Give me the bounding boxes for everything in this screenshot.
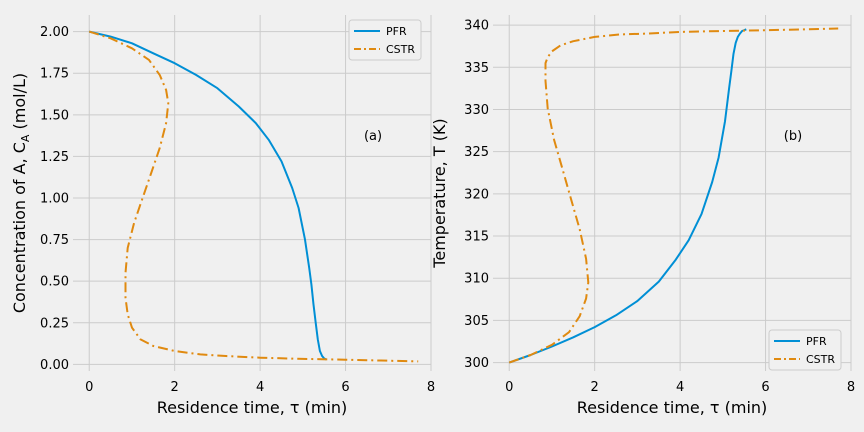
x-tick-label: 8 [847, 380, 855, 395]
legend-label-pfr: PFR [386, 25, 407, 38]
y-tick-label: 1.50 [40, 108, 69, 123]
y-tick-label: 0.00 [40, 358, 69, 373]
y-tick-label: 300 [464, 356, 489, 371]
y-tick-label: 320 [464, 187, 489, 202]
x-tick-label: 0 [505, 380, 513, 395]
x-axis-label: Residence time, τ (min) [577, 398, 768, 417]
y-tick-label: 335 [464, 61, 489, 76]
x-tick-label: 6 [761, 380, 769, 395]
y-tick-label: 0.25 [40, 316, 69, 331]
y-axis-label: Concentration of A, CA (mol/L) [10, 73, 32, 313]
y-tick-label: 1.00 [40, 191, 69, 206]
panel-label: (a) [364, 129, 382, 144]
legend-label-pfr: PFR [806, 335, 827, 348]
x-tick-label: 8 [427, 380, 435, 395]
series-line-pfr [88, 30, 327, 361]
plot-area [73, 15, 431, 371]
legend-label-cstr: CSTR [386, 43, 415, 56]
series-line-cstr [508, 27, 839, 364]
y-tick-label: 310 [464, 272, 489, 287]
chart-panel-b: 0 2 4 6 8 300 305 310 315 320 325 330 335 340 Residenc… [430, 15, 855, 417]
x-tick-label: 2 [171, 380, 179, 395]
x-tick-label: 0 [85, 380, 93, 395]
legend: PFR CSTR [348, 19, 422, 61]
legend: PFR CSTR [768, 329, 842, 371]
x-tick-label: 4 [676, 380, 684, 395]
y-tick-label: 305 [464, 314, 489, 329]
legend-label-cstr: CSTR [806, 353, 835, 366]
y-tick-label: 1.75 [40, 67, 69, 82]
y-axis-label-main: Temperature, T (K) [430, 118, 449, 268]
x-tick-label: 4 [256, 380, 264, 395]
y-axis-label-subscript: A [19, 134, 32, 142]
y-tick-label: 2.00 [40, 25, 69, 40]
y-tick-label: 0.75 [40, 233, 69, 248]
chart-panel-a: 0 2 4 6 8 0.00 0.25 0.50 0.75 1.00 1.25 1.50 1.75 2.0… [10, 15, 435, 417]
x-tick-label: 2 [591, 380, 599, 395]
y-tick-label: 330 [464, 103, 489, 118]
y-axis-label-main: Concentration of A, C [10, 142, 29, 313]
plot-area [493, 15, 851, 371]
y-tick-label: 0.50 [40, 275, 69, 290]
grid [73, 15, 432, 371]
y-tick-label: 340 [464, 19, 489, 34]
y-axis-label-unit: (mol/L) [10, 73, 29, 135]
panel-label: (b) [784, 129, 802, 144]
y-tick-label: 1.25 [40, 150, 69, 165]
x-tick-label: 6 [341, 380, 349, 395]
series-line-pfr [508, 28, 747, 364]
y-tick-label: 315 [464, 230, 489, 245]
y-tick-label: 325 [464, 145, 489, 160]
y-axis-label: Temperature, T (K) [430, 118, 449, 268]
x-axis-label: Residence time, τ (min) [157, 398, 348, 417]
